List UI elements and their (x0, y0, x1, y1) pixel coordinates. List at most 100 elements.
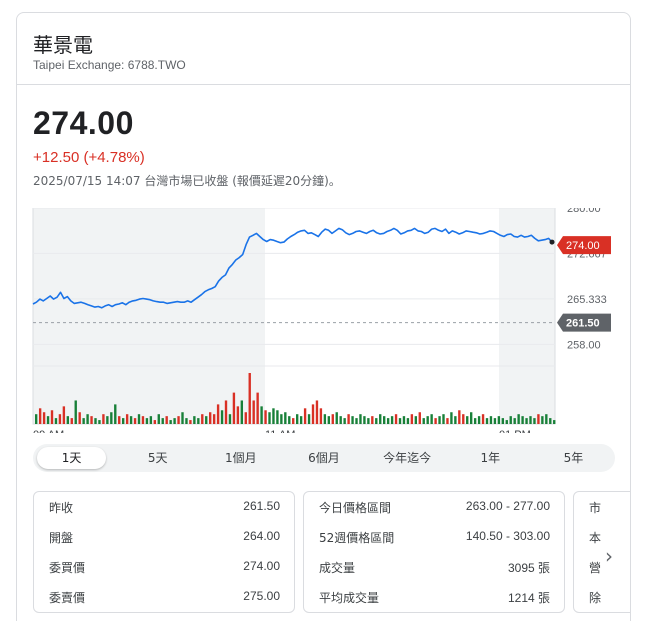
stock-exchange: Taipei Exchange: 6788.TWO (33, 58, 186, 72)
range-tab[interactable]: 1個月 (225, 451, 257, 465)
volume-bar (418, 412, 421, 424)
volume-bar (137, 414, 141, 424)
range-tab[interactable]: 5天 (147, 451, 168, 465)
y-tick-label: 265.333 (567, 294, 607, 306)
volume-bar (102, 414, 105, 424)
stats-label: 成交量 (319, 561, 356, 575)
volume-bar (402, 416, 406, 424)
volume-bar (264, 410, 267, 424)
range-tab[interactable]: 1天 (37, 447, 107, 469)
stats-label: 營 (589, 561, 602, 575)
volume-bar (303, 408, 307, 424)
volume-bar (216, 404, 220, 424)
volume-bar (54, 418, 58, 424)
volume-bar (485, 418, 489, 424)
market-status: 2025/07/15 14:07 台灣市場已收盤 (報價延遲20分鐘)。 (33, 174, 341, 188)
stats-label: 市 (589, 501, 602, 515)
stats-label: 委買價 (49, 561, 86, 575)
volume-bar (414, 416, 418, 424)
volume-bar (125, 414, 129, 424)
volume-bar (153, 420, 157, 424)
volume-bar (212, 414, 216, 424)
volume-bar (157, 414, 160, 424)
range-tab[interactable]: 1年 (480, 451, 501, 465)
volume-bar (256, 392, 259, 424)
stats-table-range: 今日價格區間 263.00 - 277.00 52週價格區間 140.50 - 303… (303, 491, 565, 613)
volume-bar (533, 418, 536, 424)
volume-bar (553, 420, 556, 424)
stats-row: 今日價格區間 263.00 - 277.00 (304, 492, 564, 522)
stats-table-more: 市本營除 (573, 491, 630, 613)
volume-bar (430, 414, 433, 424)
volume-bar (299, 416, 303, 424)
volume-bar (323, 414, 327, 424)
volume-bar (446, 418, 449, 424)
volume-bar (82, 418, 85, 424)
stats-value: 261.50 (243, 499, 280, 513)
x-tick-label: 09 AM (33, 429, 64, 433)
post-session-shade (499, 208, 555, 424)
volume-bar (133, 418, 137, 424)
volume-bar (454, 416, 457, 424)
volume-bar (165, 416, 168, 424)
volume-bar (343, 418, 346, 424)
stock-name: 華景電 (33, 33, 93, 57)
volume-bar (394, 414, 398, 424)
volume-bar (193, 416, 196, 424)
volume-bar (244, 412, 247, 424)
volume-bar (473, 418, 477, 424)
range-tab[interactable]: 6個月 (308, 451, 340, 465)
stats-label: 52週價格區間 (319, 531, 395, 545)
current-price: 274.00 (33, 105, 134, 141)
volume-bar (470, 412, 473, 424)
volume-bar (205, 416, 208, 424)
pre-session-shade (33, 208, 265, 424)
stats-label: 平均成交量 (319, 591, 380, 605)
current-price-tag (557, 236, 611, 255)
volume-bar (406, 418, 410, 424)
volume-bar (74, 400, 77, 424)
stock-header: 華景電 Taipei Exchange: 6788.TWO (17, 13, 630, 85)
volume-bar (62, 406, 66, 424)
price-chart[interactable]: 280.00272.667265.333258.00274.00261.5009… (17, 208, 631, 433)
volume-bar (335, 412, 338, 424)
stats-row: 平均成交量 1214 張 (304, 582, 564, 612)
volume-bar (98, 420, 101, 424)
volume-bar (224, 400, 228, 424)
volume-bar (220, 410, 224, 424)
volume-bar (260, 406, 263, 424)
volume-bar (386, 418, 390, 424)
chevron-right-icon[interactable]: › (605, 544, 613, 568)
volume-bar (268, 412, 271, 424)
previous-close-tag (557, 313, 611, 332)
volume-bar (363, 416, 366, 424)
volume-bar (70, 418, 73, 424)
volume-bar (339, 416, 342, 424)
stats-value: 275.00 (243, 589, 280, 603)
volume-bar (359, 414, 362, 424)
volume-bar (375, 418, 378, 424)
volume-bar (118, 416, 121, 424)
stock-card: 華景電 Taipei Exchange: 6788.TWO 274.00 +12… (16, 12, 631, 621)
price-line (32, 227, 553, 309)
range-tab[interactable]: 今年迄今 (383, 451, 432, 465)
volume-bar (311, 404, 315, 424)
volume-bar (106, 416, 109, 424)
previous-close-label: 261.50 (566, 318, 600, 330)
stats-value: 1214 張 (507, 591, 550, 605)
volume-bar (296, 414, 299, 424)
volume-bar (517, 414, 520, 424)
volume-bar (284, 412, 287, 424)
volume-bar (185, 418, 188, 424)
y-tick-label: 258.00 (567, 339, 601, 351)
volume-bar (129, 416, 133, 424)
volume-bar (141, 416, 145, 424)
range-selector: 1天 5天 1個月 6個月 今年迄今 1年 5年 (33, 444, 615, 472)
volume-bar (545, 414, 548, 424)
range-tab[interactable]: 5年 (563, 451, 584, 465)
volume-bar (240, 400, 244, 424)
volume-bar (252, 400, 255, 424)
volume-bar (383, 416, 386, 424)
volume-bar (90, 416, 93, 424)
volume-bar (248, 373, 251, 424)
